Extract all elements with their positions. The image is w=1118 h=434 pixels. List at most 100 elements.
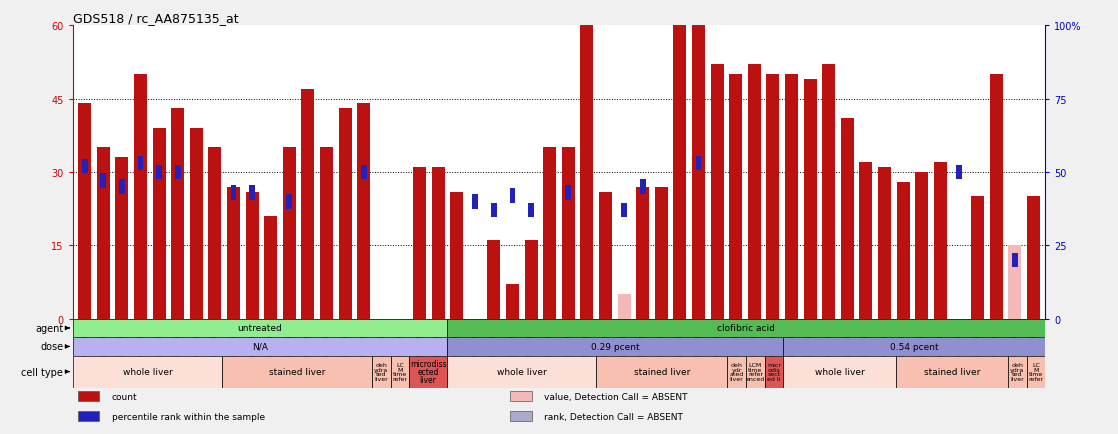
Bar	[153, 128, 165, 319]
Bar	[934, 163, 947, 319]
Bar	[134, 75, 148, 319]
Text: GDS518 / rc_AA875135_at: GDS518 / rc_AA875135_at	[73, 12, 238, 25]
Bar	[97, 148, 110, 319]
Bar	[119, 180, 125, 194]
Bar	[77, 391, 98, 401]
Text: stained liver: stained liver	[923, 367, 980, 376]
Bar	[1026, 197, 1040, 319]
Text: 0.29 pcent: 0.29 pcent	[590, 342, 639, 351]
Bar	[695, 156, 701, 171]
Bar	[413, 168, 426, 319]
Bar	[73, 337, 447, 356]
Bar	[860, 163, 872, 319]
Bar	[528, 203, 534, 218]
Bar	[447, 337, 784, 356]
Bar	[729, 75, 742, 319]
Bar	[510, 189, 515, 203]
Bar	[264, 217, 277, 319]
Bar	[447, 319, 1045, 337]
Bar	[73, 356, 222, 388]
Text: LCM
time
refer
enced: LCM time refer enced	[746, 362, 765, 381]
Text: deh
ydra
ted
liver: deh ydra ted liver	[375, 362, 388, 381]
Bar	[655, 187, 667, 319]
Text: value, Detection Call = ABSENT: value, Detection Call = ABSENT	[544, 392, 688, 401]
Text: N/A: N/A	[252, 342, 267, 351]
Bar	[249, 186, 255, 201]
Bar	[115, 158, 129, 319]
Bar	[561, 148, 575, 319]
Bar	[1008, 356, 1026, 388]
Text: stained liver: stained liver	[269, 367, 325, 376]
Bar	[956, 165, 961, 180]
Bar	[543, 148, 557, 319]
Bar	[447, 356, 596, 388]
Text: cell type: cell type	[21, 367, 64, 377]
Text: micr
odis
sect
ed li: micr odis sect ed li	[767, 362, 781, 381]
Bar	[339, 109, 352, 319]
Bar	[358, 104, 370, 319]
Bar	[1026, 356, 1045, 388]
Bar	[728, 356, 746, 388]
Text: count: count	[112, 392, 138, 401]
Bar	[222, 356, 372, 388]
Bar	[473, 194, 479, 209]
Bar	[916, 173, 928, 319]
Bar	[785, 75, 798, 319]
Bar	[157, 165, 162, 180]
Bar	[897, 182, 910, 319]
Bar	[506, 285, 519, 319]
Text: dose: dose	[40, 342, 64, 352]
Bar	[487, 241, 501, 319]
Bar	[451, 192, 463, 319]
Text: agent: agent	[35, 323, 64, 333]
Bar	[78, 104, 92, 319]
Bar	[748, 65, 760, 319]
Bar	[784, 356, 896, 388]
Bar	[320, 148, 333, 319]
Bar	[82, 159, 87, 174]
Bar	[73, 319, 447, 337]
Bar	[491, 203, 496, 218]
Bar	[636, 187, 650, 319]
Bar	[566, 186, 571, 201]
Text: stained liver: stained liver	[634, 367, 690, 376]
Text: untreated: untreated	[237, 324, 282, 333]
Bar	[208, 148, 221, 319]
Text: clofibric acid: clofibric acid	[717, 324, 775, 333]
Bar	[230, 186, 237, 201]
Bar	[174, 165, 181, 180]
Bar	[692, 16, 705, 319]
Bar	[1008, 246, 1021, 319]
Bar	[622, 203, 627, 218]
Bar	[101, 174, 106, 189]
Text: microdiss
ected
liver: microdiss ected liver	[410, 359, 446, 385]
Bar	[1012, 253, 1017, 268]
Bar	[804, 80, 816, 319]
Bar	[673, 16, 686, 319]
Bar	[580, 16, 594, 319]
Bar	[970, 197, 984, 319]
Bar	[372, 356, 390, 388]
Bar	[784, 337, 1045, 356]
Bar	[765, 356, 784, 388]
Bar	[409, 356, 447, 388]
Text: whole liver: whole liver	[815, 367, 864, 376]
Bar	[599, 192, 612, 319]
Bar	[596, 356, 728, 388]
Bar	[77, 411, 98, 421]
Bar	[190, 128, 202, 319]
Bar	[822, 65, 835, 319]
Bar	[283, 148, 296, 319]
Text: 0.54 pcent: 0.54 pcent	[890, 342, 939, 351]
Bar	[227, 187, 240, 319]
Bar	[511, 411, 532, 421]
Text: whole liver: whole liver	[123, 367, 172, 376]
Text: LC
M
time
refer: LC M time refer	[392, 362, 407, 381]
Text: deh
ydra
ted
liver: deh ydra ted liver	[1011, 362, 1024, 381]
Bar	[896, 356, 1008, 388]
Bar	[302, 89, 314, 319]
Bar	[138, 156, 143, 171]
Text: percentile rank within the sample: percentile rank within the sample	[112, 412, 265, 421]
Bar	[286, 194, 292, 209]
Bar	[246, 192, 258, 319]
